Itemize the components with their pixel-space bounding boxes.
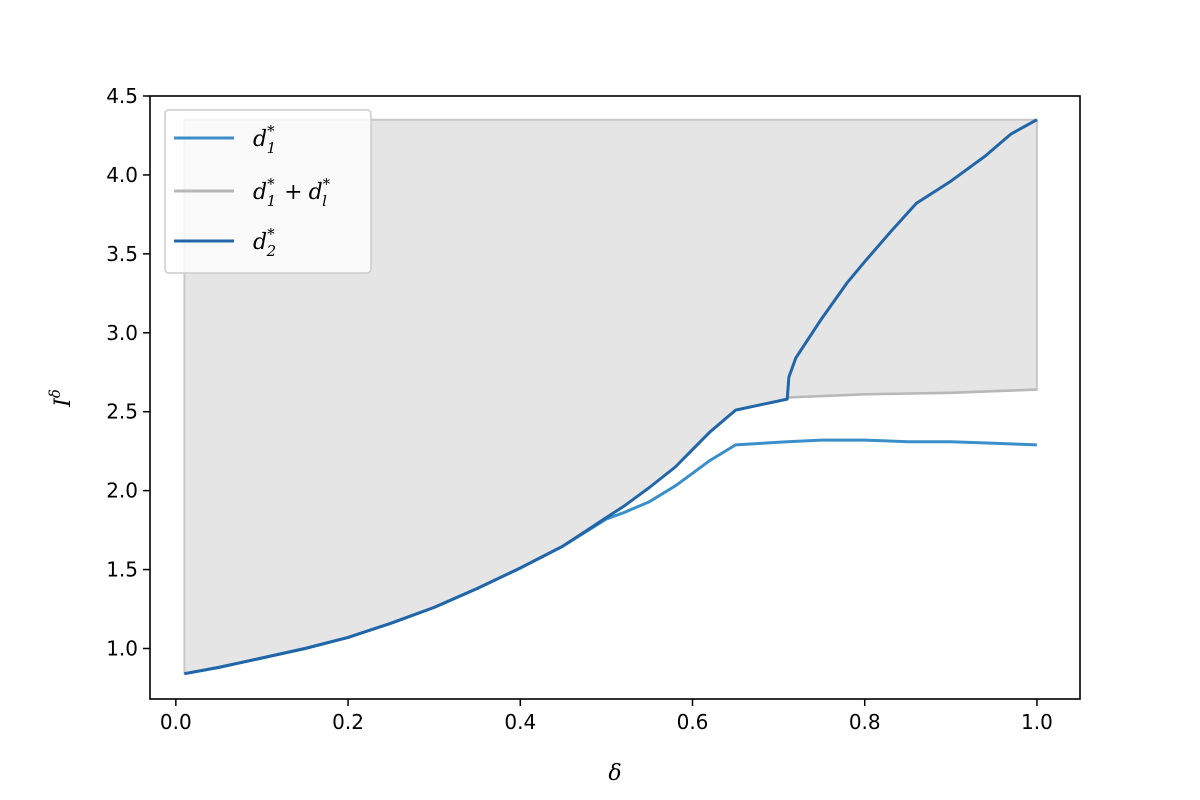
axes-frame [149, 95, 1081, 700]
y-tick-label: 1.5 [106, 558, 138, 582]
legend: d* 1 d* 1 + d* l d* 2 [164, 109, 372, 274]
x-axis-ticks: 0.0 0.2 0.4 0.6 0.8 1.0 [160, 699, 1053, 734]
legend-label-d1-dl: d* 1 + d* l [253, 175, 331, 210]
y-axis-label: Iδ [46, 389, 76, 408]
x-tick-label: 0.4 [504, 710, 536, 734]
legend-d1dl-sup2: * [323, 175, 331, 193]
x-tick-label: 0.2 [332, 710, 364, 734]
y-axis-label-sup: δ [46, 389, 64, 398]
legend-d2-base: d [253, 230, 267, 255]
series-line-3 [184, 118, 1038, 676]
legend-label-d2: d* 2 [253, 225, 276, 260]
legend-d1-sub: 1 [267, 139, 277, 157]
x-tick-label: 1.0 [1021, 710, 1053, 734]
y-axis-ticks: 1.0 1.5 2.0 2.5 3.0 3.5 4.0 4.5 [106, 84, 150, 660]
legend-d2-sub: 2 [266, 242, 277, 260]
legend-d1dl-sup: * [267, 175, 275, 193]
legend-d1-sup: * [267, 122, 275, 140]
x-axis-label: δ [608, 761, 621, 786]
plot-area [183, 118, 1038, 676]
legend-label-d1: d* 1 [253, 122, 276, 157]
x-tick-label: 0.8 [849, 710, 881, 734]
legend-d1dl-base: d [253, 180, 267, 205]
y-tick-label: 1.0 [106, 636, 138, 660]
legend-box [164, 109, 372, 274]
y-axis-label-main: I [51, 397, 76, 408]
y-tick-label: 4.5 [106, 84, 138, 108]
legend-d1dl-base2: d [309, 180, 323, 205]
legend-d1-base: d [253, 127, 267, 152]
x-tick-label: 0.6 [677, 710, 709, 734]
legend-d1dl-sub: 1 [267, 192, 277, 210]
y-tick-label: 3.0 [106, 321, 138, 345]
y-tick-label: 3.5 [106, 242, 138, 266]
legend-d2-sup: * [267, 225, 275, 243]
y-tick-label: 2.5 [106, 400, 138, 424]
y-tick-label: 4.0 [106, 163, 138, 187]
legend-d1dl-plus: + [284, 180, 302, 205]
y-tick-label: 2.0 [106, 479, 138, 503]
series-line-2 [787, 388, 1037, 399]
x-tick-label: 0.0 [160, 710, 192, 734]
series-layer [184, 118, 1038, 676]
legend-d1dl-sub2: l [322, 192, 327, 210]
